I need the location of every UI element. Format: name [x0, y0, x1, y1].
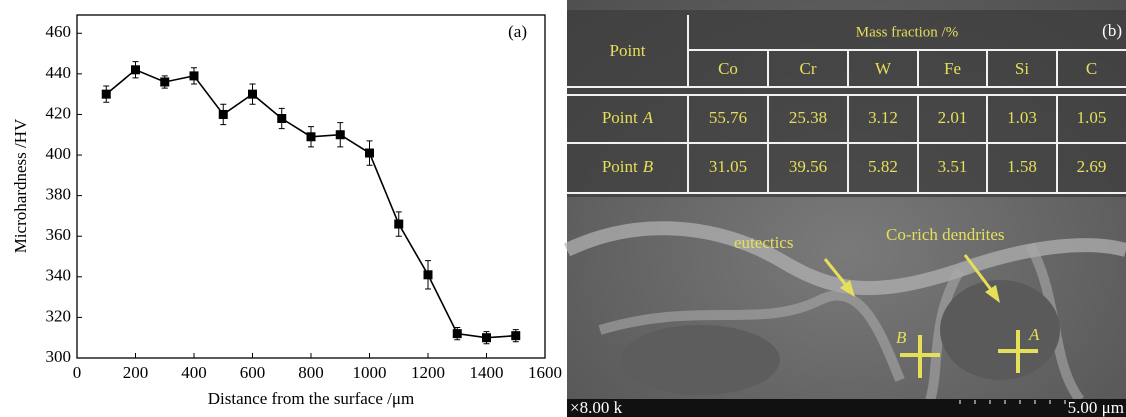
arrow-head	[840, 280, 855, 297]
marker	[218, 109, 228, 119]
table-cell: 31.05	[709, 157, 747, 176]
row-label: Point B	[602, 157, 654, 176]
dendrite	[620, 325, 780, 395]
column-header: W	[875, 59, 892, 78]
marker	[511, 331, 521, 341]
marker	[306, 132, 316, 142]
table-cell: 3.51	[938, 157, 968, 176]
x-tick-label: 0	[73, 363, 82, 382]
column-header: Fe	[944, 59, 961, 78]
marker	[101, 89, 111, 99]
sem-panel: eutectics Co-rich dendrites B A ×8.00 k …	[563, 0, 1126, 417]
row-label-id: A	[642, 108, 654, 127]
y-tick-label: 420	[46, 103, 72, 122]
y-tick-label: 380	[46, 185, 72, 204]
marker	[189, 71, 199, 81]
marker-label: B	[896, 328, 907, 347]
x-tick-label: 200	[123, 363, 149, 382]
annotation: Co-rich dendrites	[886, 225, 1005, 244]
y-tick-label: 320	[46, 306, 72, 325]
table-corner: Point	[610, 41, 646, 60]
x-tick-label: 600	[240, 363, 266, 382]
row-label-text: Point	[602, 108, 638, 127]
arrow	[963, 254, 997, 296]
chart-a: (a) Distance from the surface /μm Microh…	[11, 22, 527, 408]
x-tick-label: 1400	[470, 363, 504, 382]
info-bar	[567, 399, 1126, 417]
point-marker	[900, 330, 1038, 378]
table-cell: 5.82	[868, 157, 898, 176]
table-cell: 1.58	[1007, 157, 1037, 176]
x-tick-label: 800	[298, 363, 324, 382]
table-cell: 3.12	[868, 108, 898, 127]
marker	[277, 114, 287, 124]
marker	[131, 65, 140, 75]
marker	[452, 329, 462, 339]
row-label-text: Point	[602, 157, 638, 176]
scale-bar-label: 5.00 μm	[1068, 398, 1124, 417]
dendrite	[940, 280, 1060, 380]
x-axis-label: Distance from the surface /μm	[208, 389, 414, 408]
annotation: eutectics	[734, 233, 793, 252]
marker-label: A	[1028, 325, 1040, 344]
group-header: Mass fraction /%	[856, 24, 958, 40]
plot-frame	[76, 14, 546, 359]
table-cell: 39.56	[789, 157, 827, 176]
table-cell: 2.69	[1077, 157, 1107, 176]
marker	[160, 77, 170, 87]
panel-label: (a)	[508, 22, 527, 41]
y-tick-label: 300	[46, 347, 72, 366]
row-label: Point A	[602, 108, 654, 127]
scale-ticks	[959, 400, 1066, 404]
table-cell: 25.38	[789, 108, 827, 127]
column-header: Cr	[800, 59, 817, 78]
marker	[482, 333, 491, 343]
column-header: Si	[1015, 59, 1029, 78]
panel-label: (b)	[1102, 21, 1122, 40]
marker	[394, 219, 404, 229]
table-cell: 55.76	[709, 108, 747, 127]
marker	[248, 89, 257, 99]
table-cell: 1.03	[1007, 108, 1037, 127]
marker	[335, 130, 345, 140]
x-tick-label: 1200	[411, 363, 445, 382]
y-tick-label: 460	[46, 22, 72, 41]
row-label-id: B	[643, 157, 654, 176]
x-tick-label: 1000	[353, 363, 387, 382]
x-tick-label: 400	[181, 363, 207, 382]
y-tick-label: 400	[46, 144, 72, 163]
table-bg	[567, 10, 1126, 197]
arrow-head	[985, 285, 1000, 303]
magnification: ×8.00 k	[570, 398, 623, 417]
marker	[365, 148, 374, 158]
y-tick-label: 340	[46, 266, 72, 285]
y-tick-label: 440	[46, 63, 72, 82]
y-axis-label: Microhardness /HV	[11, 118, 30, 253]
table-cell: 1.05	[1077, 108, 1107, 127]
table-cell: 2.01	[938, 108, 968, 127]
column-header: Co	[718, 59, 738, 78]
column-header: C	[1086, 59, 1097, 78]
marker	[423, 270, 433, 280]
line	[105, 68, 516, 339]
y-tick-label: 360	[46, 225, 72, 244]
x-tick-label: 1600	[528, 363, 562, 382]
